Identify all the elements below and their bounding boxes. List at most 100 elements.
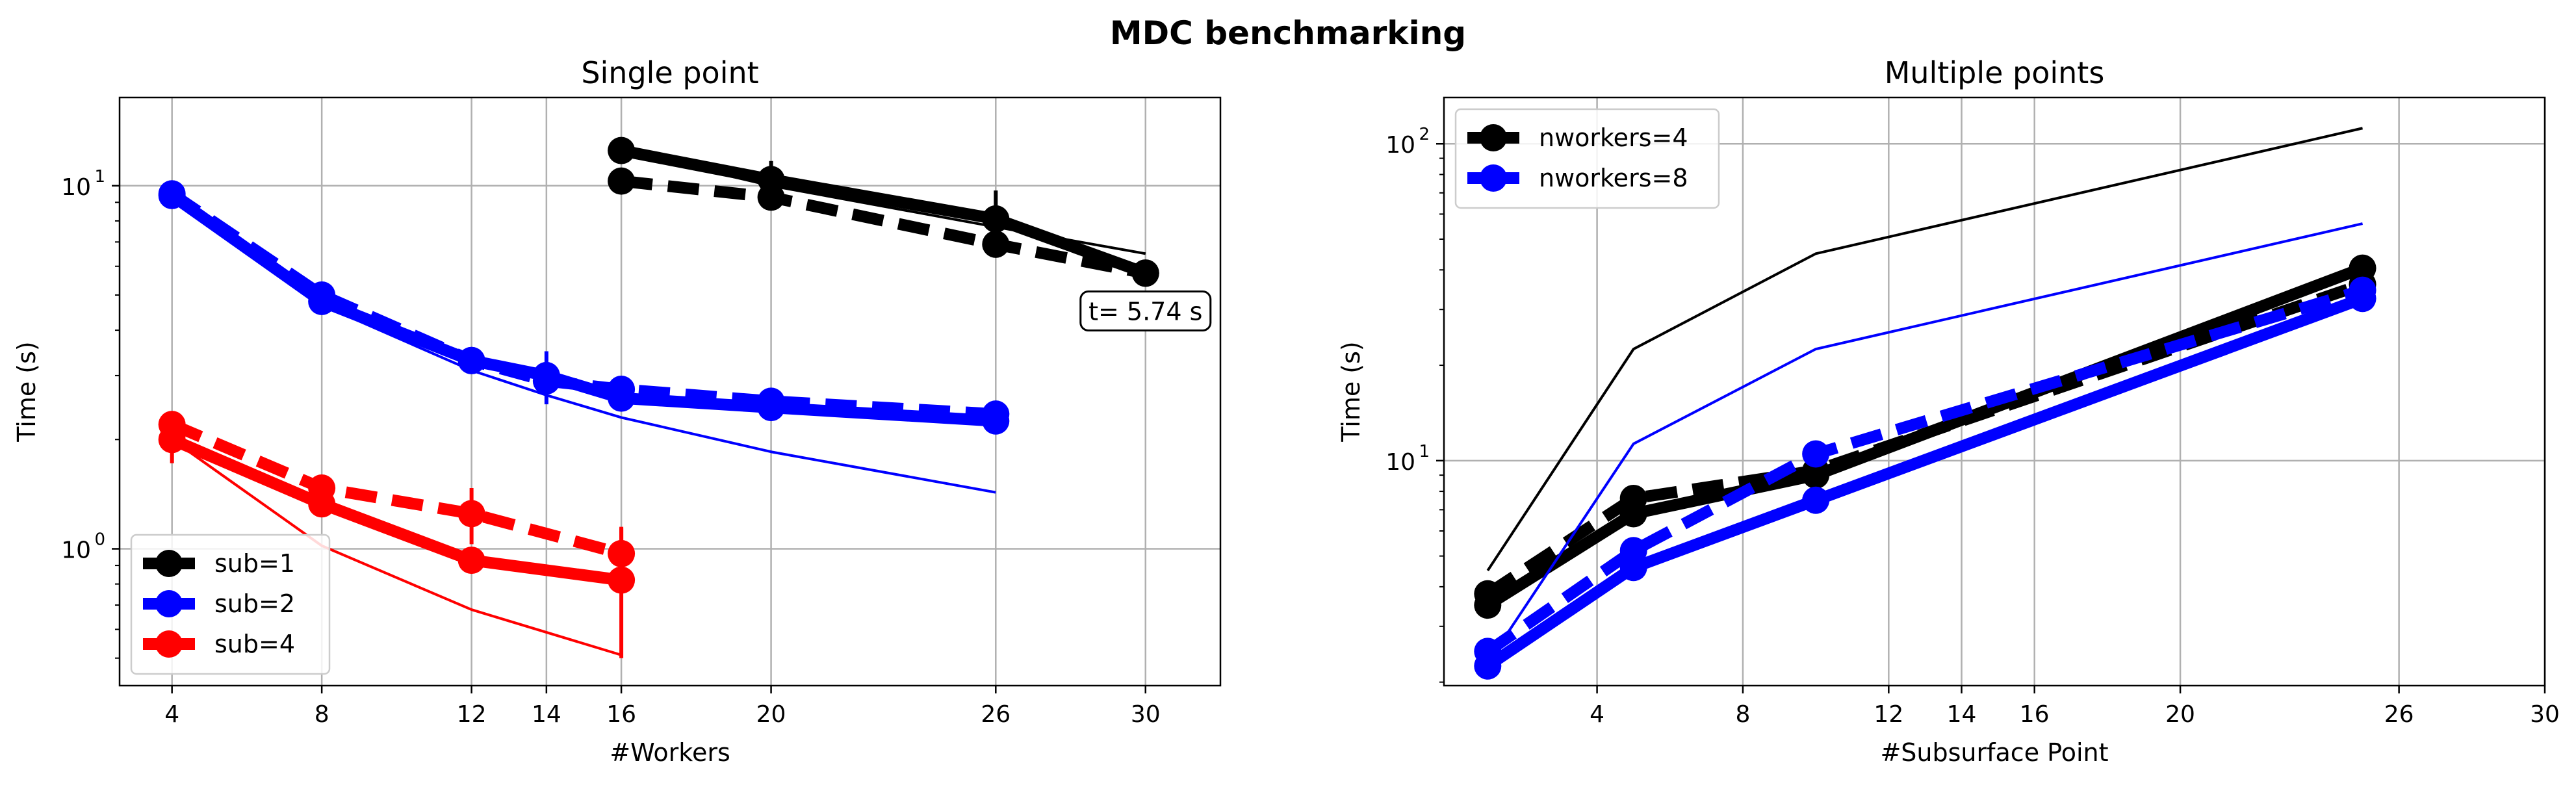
series-line	[1486, 127, 2363, 572]
axes-frame	[1443, 96, 2546, 687]
series-line	[171, 194, 996, 494]
series--000000-thin	[1486, 127, 2363, 572]
series-line	[1486, 222, 2363, 664]
data-point	[982, 400, 1010, 428]
data-point	[1619, 537, 1647, 565]
legend-label: sub=1	[214, 549, 295, 578]
series-line	[168, 190, 996, 427]
series-line	[1484, 292, 2365, 671]
legend-marker	[1480, 164, 1507, 192]
x-tick-label: 16	[2020, 701, 2050, 728]
series--ff0000-thin	[171, 438, 622, 656]
chart-title: Multiple points	[1885, 55, 2105, 90]
y-tick-label: 10	[1385, 449, 1415, 476]
series-line	[1484, 284, 2365, 656]
annotation-box	[1079, 290, 1212, 331]
x-tick-label: 14	[1947, 701, 1977, 728]
annotation: t= 5.74 s	[1079, 290, 1212, 331]
series--000000-dashed-thick-markers	[608, 167, 1159, 287]
x-tick-label: 8	[315, 701, 329, 728]
data-point	[457, 547, 485, 574]
data-point	[1474, 580, 1502, 608]
data-point	[1131, 259, 1159, 287]
data-point	[308, 474, 336, 502]
x-axis-label: #Subsurface Point	[1880, 738, 2108, 767]
plot-area	[158, 136, 1159, 658]
data-point	[608, 376, 636, 404]
legend-marker	[155, 590, 183, 617]
y-axis-label: Time (s)	[1337, 341, 1365, 443]
y-tick-exponent: 2	[1419, 125, 1430, 144]
data-point	[158, 411, 186, 439]
data-point	[2349, 276, 2376, 304]
legend-label: sub=2	[214, 589, 295, 618]
series-line	[621, 175, 1147, 279]
axes-frame	[118, 96, 1222, 687]
y-tick-exponent: 1	[94, 167, 105, 187]
series-line	[620, 144, 1148, 279]
annotation-text: t= 5.74 s	[1088, 297, 1202, 326]
legend: nworkers=4 nworkers=8	[1454, 108, 1720, 209]
x-tick-label: 26	[2384, 701, 2414, 728]
x-tick-label: 12	[1874, 701, 1903, 728]
series--ff0000-dashed-thick-markers	[158, 411, 636, 586]
y-tick-label: 10	[1385, 132, 1415, 159]
chart-title: Single point	[581, 55, 758, 90]
x-axis-label: #Workers	[610, 738, 730, 767]
series-line	[621, 149, 1146, 255]
legend-marker	[155, 630, 183, 658]
series--0000ff-thin	[171, 194, 996, 494]
data-point	[608, 167, 636, 195]
data-point	[982, 230, 1010, 258]
legend-item: sub=1	[143, 549, 295, 578]
legend-item: sub=4	[143, 630, 295, 658]
series--000000-thin	[621, 149, 1146, 255]
x-tick-label: 8	[1736, 701, 1751, 728]
legend-marker	[155, 550, 183, 577]
series--000000-dashed-thick-markers	[1474, 270, 2376, 608]
data-point	[457, 500, 485, 528]
legend-label: sub=4	[214, 630, 295, 658]
y-tick-label: 10	[61, 174, 91, 201]
series-line	[171, 438, 622, 656]
legend-item: nworkers=4	[1467, 123, 1688, 152]
series-sub=1	[608, 136, 1159, 287]
legend-box	[1454, 108, 1720, 209]
plot-area	[1474, 127, 2376, 680]
y-tick-exponent: 1	[1419, 442, 1430, 461]
series--0000ff-thin	[1486, 222, 2363, 664]
data-point	[1619, 484, 1647, 512]
legend-marker	[1480, 124, 1507, 151]
x-tick-label: 14	[532, 701, 561, 728]
legend-label: nworkers=4	[1539, 123, 1688, 152]
x-tick-label: 20	[2165, 701, 2195, 728]
figure-suptitle: MDC benchmarking	[1110, 14, 1466, 52]
series-line	[170, 419, 623, 560]
data-point	[608, 539, 636, 567]
x-tick-label: 4	[1590, 701, 1604, 728]
series-line	[170, 434, 623, 586]
legend: sub=1 sub=2 sub=4	[130, 534, 331, 675]
x-tick-label: 30	[1131, 701, 1161, 728]
data-point	[308, 281, 336, 309]
legend-item: sub=2	[143, 589, 295, 618]
data-point	[532, 367, 560, 395]
x-tick-label: 12	[457, 701, 487, 728]
data-point	[1802, 486, 1830, 514]
data-point	[1802, 440, 1830, 468]
x-tick-label: 20	[756, 701, 786, 728]
y-tick-exponent: 0	[94, 530, 105, 550]
legend-item: nworkers=8	[1467, 164, 1688, 192]
y-tick-label: 10	[61, 537, 91, 564]
data-point	[757, 183, 785, 211]
series--0000ff-dashed-thick-markers	[1474, 276, 2376, 665]
y-axis-label: Time (s)	[12, 341, 41, 443]
x-tick-label: 30	[2530, 701, 2560, 728]
x-tick-label: 26	[981, 701, 1011, 728]
legend-label: nworkers=8	[1539, 164, 1688, 192]
x-tick-label: 16	[606, 701, 636, 728]
x-tick-label: 4	[164, 701, 179, 728]
